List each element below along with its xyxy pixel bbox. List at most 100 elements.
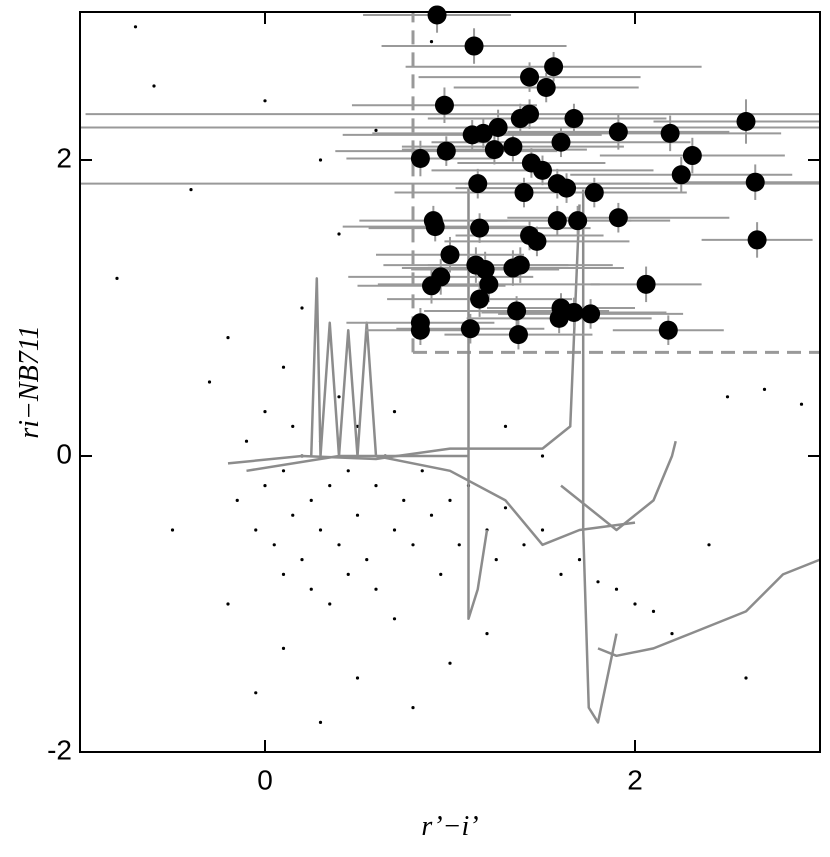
data-point bbox=[636, 274, 656, 294]
background-point bbox=[189, 188, 193, 192]
background-point bbox=[318, 528, 323, 532]
background-point bbox=[577, 558, 582, 562]
background-point bbox=[300, 306, 304, 310]
background-point bbox=[374, 587, 378, 591]
background-point bbox=[207, 380, 212, 384]
background-point bbox=[457, 543, 461, 547]
background-point bbox=[281, 572, 286, 577]
data-point bbox=[503, 258, 523, 278]
background-point bbox=[263, 99, 267, 103]
y-axis-label: ri−NB711 bbox=[14, 325, 45, 438]
background-point bbox=[540, 454, 545, 458]
data-point bbox=[581, 304, 601, 324]
background-point bbox=[115, 276, 119, 280]
data-point bbox=[671, 165, 691, 185]
data-point bbox=[470, 218, 490, 238]
data-point bbox=[460, 319, 480, 339]
background-point bbox=[300, 558, 304, 562]
x-tick-label: 0 bbox=[257, 764, 273, 795]
background-point bbox=[411, 706, 415, 710]
background-point bbox=[346, 469, 350, 473]
data-point bbox=[468, 174, 488, 194]
data-point bbox=[473, 123, 493, 143]
data-point bbox=[536, 77, 556, 97]
background-point bbox=[725, 395, 730, 399]
data-point bbox=[747, 230, 767, 250]
data-point bbox=[508, 325, 528, 345]
background-point bbox=[762, 387, 767, 391]
data-point bbox=[475, 260, 495, 280]
background-point bbox=[448, 498, 452, 502]
background-point bbox=[291, 513, 295, 517]
data-point bbox=[425, 217, 445, 237]
data-point bbox=[520, 104, 540, 124]
data-point bbox=[464, 36, 484, 56]
model-track bbox=[597, 558, 821, 658]
background-point bbox=[707, 543, 711, 547]
background-point bbox=[235, 498, 239, 502]
y-tick-label: 2 bbox=[56, 142, 72, 173]
background-point bbox=[309, 498, 313, 502]
data-point bbox=[503, 137, 523, 157]
data-point bbox=[427, 5, 447, 25]
data-point bbox=[557, 178, 577, 198]
background-point bbox=[226, 336, 230, 340]
background-point bbox=[374, 128, 378, 132]
background-point bbox=[281, 469, 286, 473]
data-point bbox=[484, 140, 504, 160]
model-track bbox=[227, 204, 581, 465]
data-point bbox=[544, 57, 564, 77]
data-point bbox=[479, 274, 499, 294]
data-point bbox=[660, 123, 680, 143]
x-axis-label: r’−i’ bbox=[421, 811, 478, 842]
model-track bbox=[581, 189, 618, 724]
data-point bbox=[422, 276, 441, 296]
background-point bbox=[254, 691, 258, 695]
model-track bbox=[560, 440, 677, 532]
background-point bbox=[633, 602, 637, 606]
data-point bbox=[745, 172, 765, 192]
background-point bbox=[337, 395, 341, 399]
model-track bbox=[375, 454, 636, 547]
background-point bbox=[355, 513, 360, 517]
background-point bbox=[337, 232, 341, 236]
background-point bbox=[503, 424, 508, 428]
background-point bbox=[365, 558, 369, 562]
background-point bbox=[244, 439, 249, 443]
background-point bbox=[392, 410, 397, 414]
background-point bbox=[744, 676, 748, 680]
data-point bbox=[440, 245, 460, 265]
background-point bbox=[281, 365, 286, 369]
data-point bbox=[488, 117, 508, 137]
background-point bbox=[170, 528, 175, 532]
background-point bbox=[263, 410, 267, 414]
background-point bbox=[254, 528, 258, 532]
background-point bbox=[328, 484, 332, 488]
data-point bbox=[564, 302, 584, 322]
background-point bbox=[429, 513, 434, 517]
background-point bbox=[439, 572, 443, 577]
background-point bbox=[263, 484, 267, 488]
background-point bbox=[596, 580, 600, 584]
data-point bbox=[434, 95, 454, 115]
background-point bbox=[337, 543, 341, 547]
data-point bbox=[547, 211, 567, 231]
background-point bbox=[281, 646, 286, 651]
background-point bbox=[614, 587, 619, 591]
y-tick-label: 0 bbox=[56, 438, 72, 469]
background-point bbox=[272, 543, 276, 547]
data-point bbox=[608, 122, 628, 142]
data-point bbox=[436, 141, 456, 161]
data-point bbox=[568, 211, 588, 231]
data-point bbox=[584, 183, 604, 203]
background-point bbox=[318, 158, 323, 162]
background-point bbox=[485, 632, 489, 636]
data-point bbox=[507, 301, 527, 321]
background-point bbox=[328, 602, 332, 606]
background-point bbox=[503, 506, 508, 510]
data-point bbox=[520, 67, 540, 87]
data-point bbox=[410, 320, 430, 340]
y-tick-label: -2 bbox=[47, 734, 72, 765]
background-point bbox=[392, 617, 397, 621]
